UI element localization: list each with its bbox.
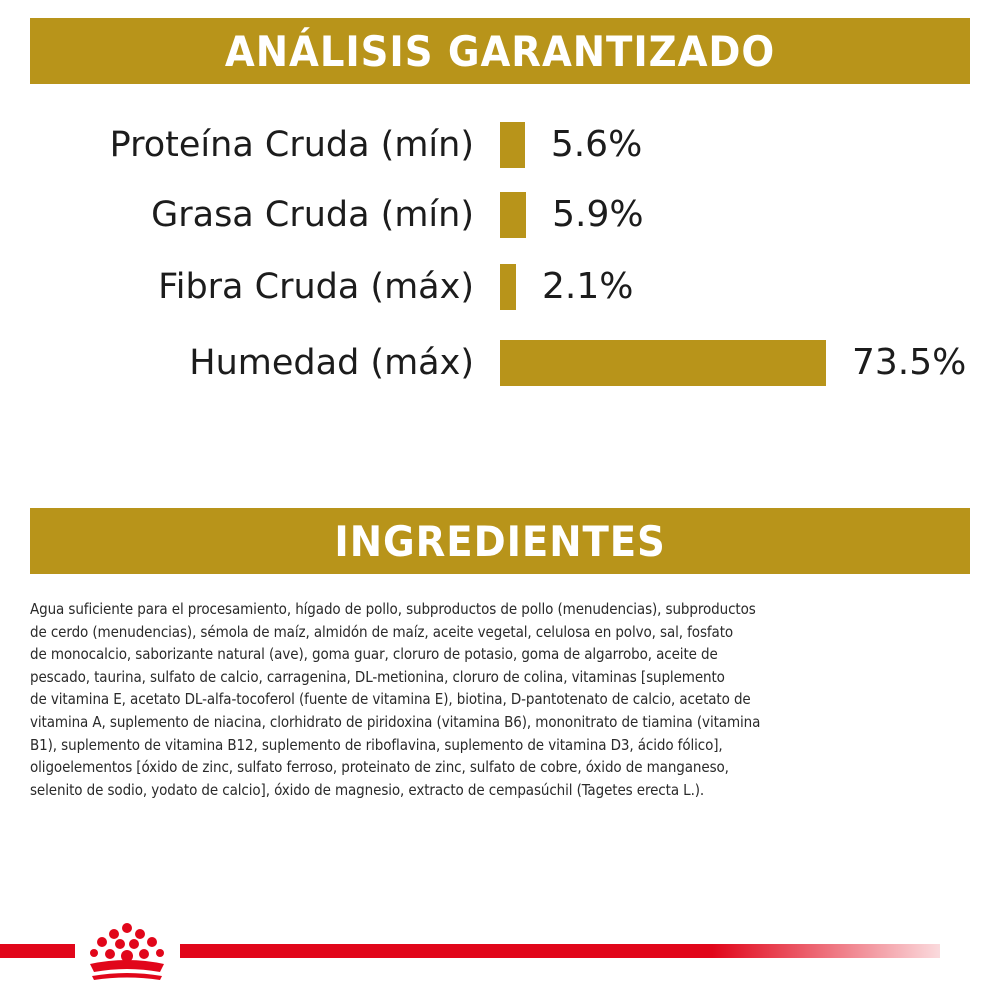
chart-row: Grasa Cruda (mín) 5.9% — [0, 190, 1000, 240]
category-label: Fibra Cruda (máx) — [158, 267, 474, 307]
category-label: Grasa Cruda (mín) — [151, 195, 474, 235]
category-label: Humedad (máx) — [189, 343, 474, 383]
crown-icon — [90, 923, 164, 980]
bar — [500, 122, 525, 168]
ingredients-line: selenito de sodio, yodato de calcio], óx… — [30, 780, 705, 799]
ingredients-line: de cerdo (menudencias), sémola de maíz, … — [30, 622, 734, 641]
ingredients-line: B1), suplemento de vitamina B12, supleme… — [30, 735, 723, 754]
ingredients-line: de monocalcio, saborizante natural (ave)… — [30, 645, 718, 664]
footer-line-left — [0, 944, 75, 958]
bar — [500, 340, 826, 386]
value-label: 2.1% — [542, 266, 634, 307]
chart-row: Proteína Cruda (mín) 5.6% — [0, 120, 1000, 170]
chart-row: Humedad (máx) 73.5% — [0, 338, 1000, 388]
ingredients-line: oligoelementos [óxido de zinc, sulfato f… — [30, 758, 729, 777]
ingredients-line: pescado, taurina, sulfato de calcio, car… — [30, 667, 725, 686]
analysis-header-banner: ANÁLISIS GARANTIZADO — [30, 18, 970, 84]
ingredients-header-banner: INGREDIENTES — [30, 508, 970, 574]
footer-line-right — [180, 944, 940, 958]
analysis-title: ANÁLISIS GARANTIZADO — [224, 26, 776, 76]
ingredients-title: INGREDIENTES — [334, 516, 666, 566]
value-label: 5.6% — [550, 124, 643, 165]
ingredients-line: de vitamina E, acetato DL-alfa-tocoferol… — [30, 690, 751, 709]
bar — [500, 192, 527, 238]
ingredients-text: Agua suficiente para el procesamiento, h… — [30, 598, 970, 801]
ingredients-line: Agua suficiente para el procesamiento, h… — [30, 600, 756, 618]
ingredients-line: vitamina A, suplemento de niacina, clorh… — [30, 712, 761, 731]
category-label: Proteína Cruda (mín) — [109, 125, 474, 165]
bar — [500, 264, 516, 310]
footer-brand-bar — [0, 920, 1000, 990]
value-label: 73.5% — [852, 342, 967, 383]
guaranteed-analysis-chart: Proteína Cruda (mín) 5.6% Grasa Cruda (mín… — [0, 110, 1000, 400]
value-label: 5.9% — [552, 194, 644, 235]
chart-row: Fibra Cruda (máx) 2.1% — [0, 262, 1000, 312]
